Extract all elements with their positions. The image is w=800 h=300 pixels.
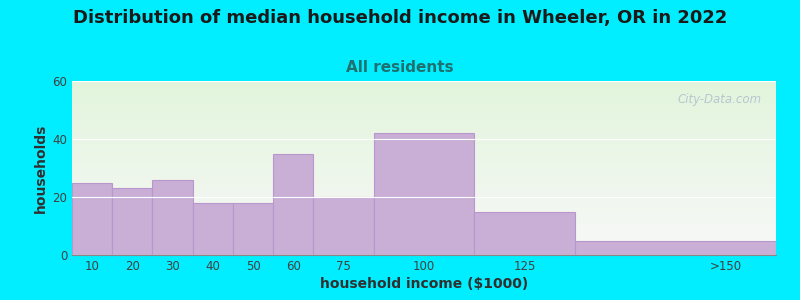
- Bar: [153, 180, 193, 255]
- Bar: [233, 203, 273, 255]
- Bar: [575, 241, 776, 255]
- X-axis label: household income ($1000): household income ($1000): [320, 277, 528, 291]
- Bar: [273, 154, 314, 255]
- Bar: [72, 182, 112, 255]
- Text: All residents: All residents: [346, 60, 454, 75]
- Y-axis label: households: households: [34, 123, 48, 213]
- Text: Distribution of median household income in Wheeler, OR in 2022: Distribution of median household income …: [73, 9, 727, 27]
- Bar: [112, 188, 153, 255]
- Bar: [474, 212, 575, 255]
- Text: City-Data.com: City-Data.com: [678, 93, 762, 106]
- Bar: [193, 203, 233, 255]
- Bar: [314, 197, 374, 255]
- Bar: [374, 133, 474, 255]
